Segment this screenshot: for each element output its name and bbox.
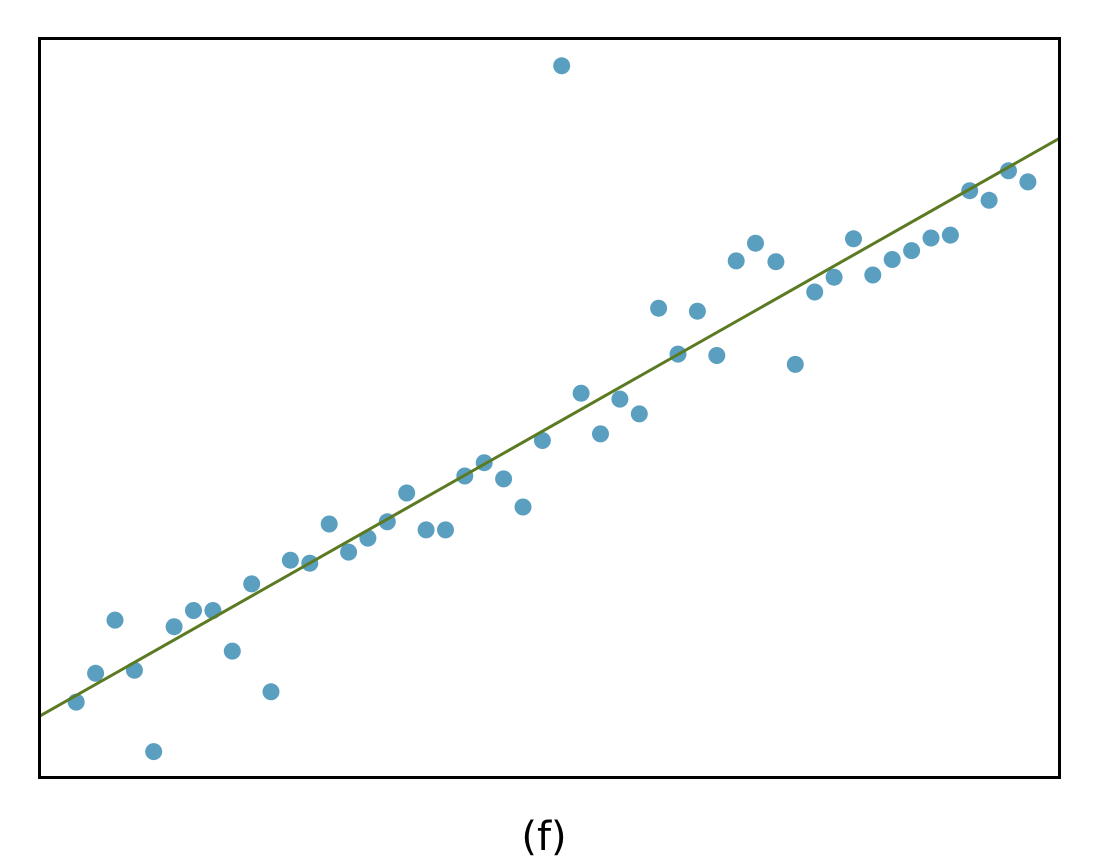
data-point [980, 191, 998, 209]
data-point [650, 299, 668, 317]
data-point [320, 515, 338, 533]
plot-frame [38, 37, 1061, 779]
data-point [630, 405, 648, 423]
data-point [572, 384, 590, 402]
data-point [592, 425, 609, 443]
data-point [185, 602, 202, 619]
data-point [688, 302, 706, 320]
data-point [223, 642, 241, 660]
data-point [106, 611, 124, 629]
data-point [864, 266, 882, 284]
data-point [495, 470, 513, 488]
data-point [514, 498, 532, 516]
data-point [165, 618, 183, 636]
data-point [786, 355, 804, 373]
data-point [845, 230, 862, 248]
data-point [243, 575, 261, 593]
data-point [941, 226, 959, 244]
data-point [87, 664, 105, 682]
chart-caption: (f) [521, 814, 566, 859]
data-point [767, 253, 785, 271]
data-point [708, 347, 726, 364]
data-point [727, 252, 745, 270]
data-point [398, 484, 416, 502]
plot-marks [39, 57, 1060, 761]
data-point [883, 251, 901, 268]
fit-line [39, 136, 1060, 718]
data-point [747, 234, 764, 252]
data-point [611, 390, 629, 408]
data-point [262, 683, 280, 701]
data-point [437, 521, 454, 539]
data-point [806, 283, 824, 301]
data-point [825, 268, 843, 286]
data-point [903, 242, 921, 260]
data-point [145, 743, 163, 761]
data-point [281, 551, 299, 569]
data-point [1019, 173, 1037, 191]
data-point [533, 432, 551, 449]
data-point [1000, 162, 1017, 180]
data-point [417, 521, 435, 539]
data-point [922, 229, 940, 247]
data-point [553, 57, 571, 75]
data-point [340, 543, 358, 561]
